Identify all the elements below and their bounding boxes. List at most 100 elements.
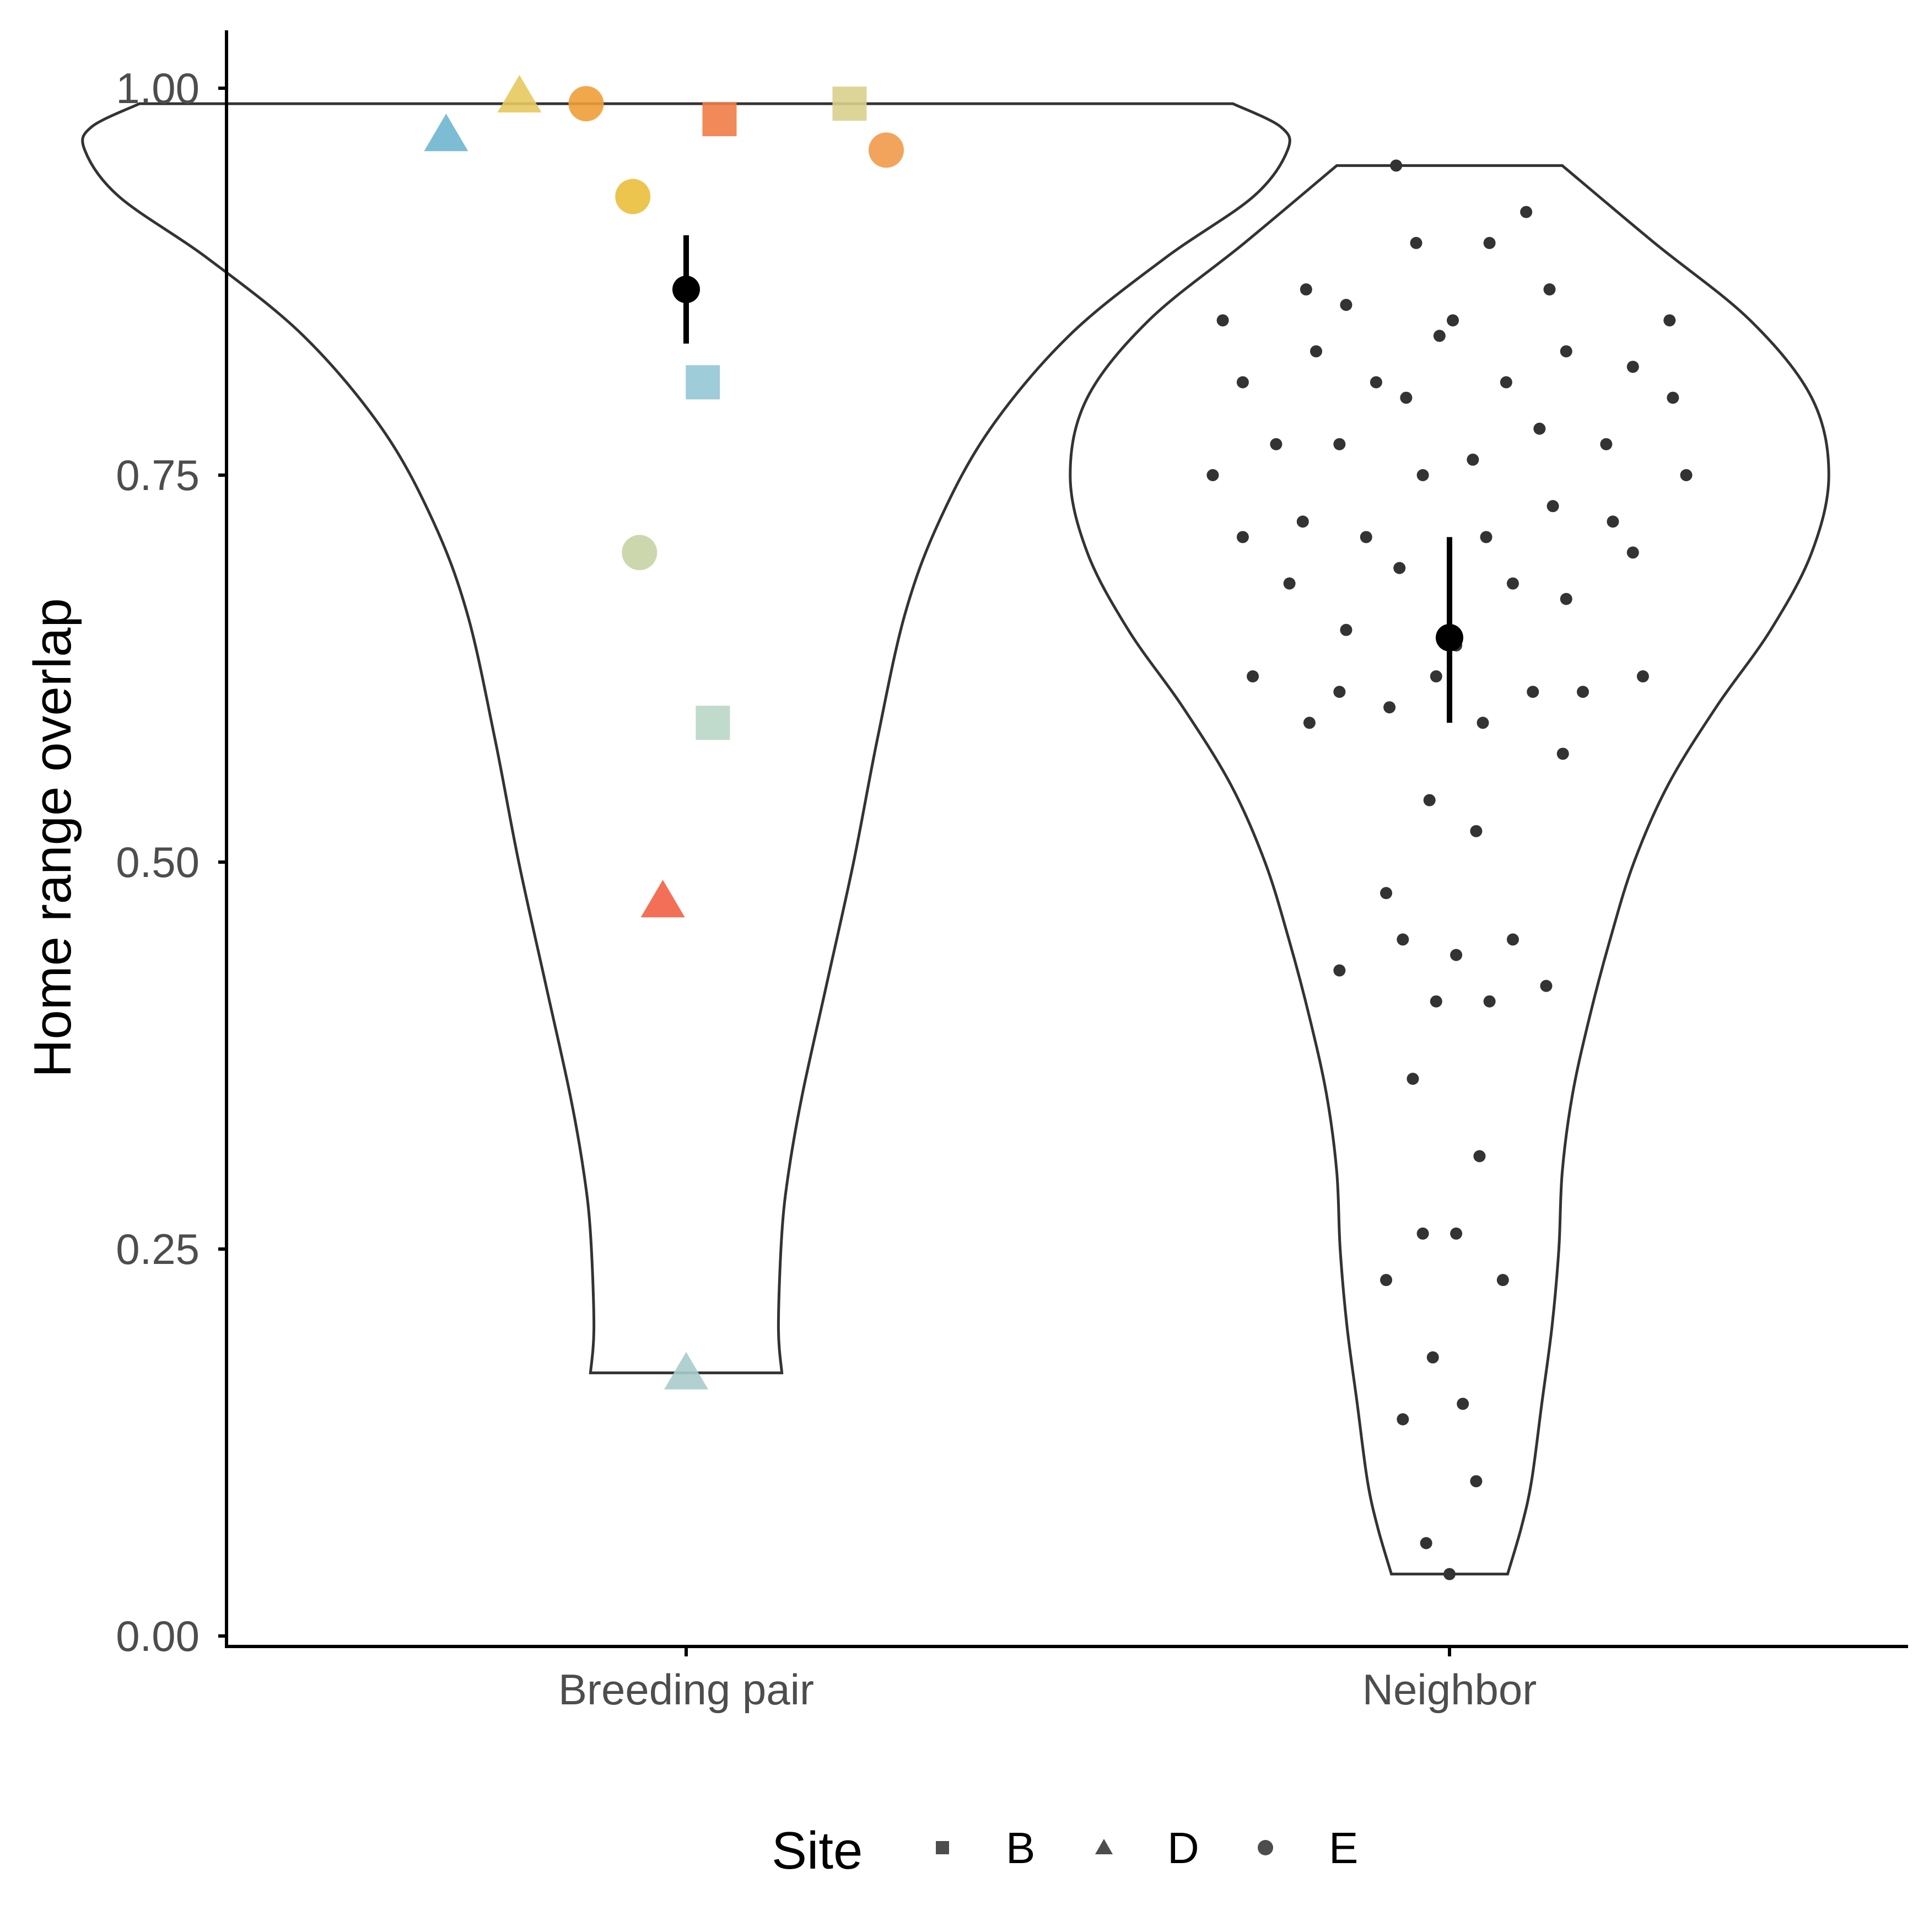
- neighbor-point: [1420, 1537, 1432, 1549]
- neighbor-point: [1407, 1073, 1419, 1085]
- neighbor-point: [1636, 670, 1649, 683]
- neighbor-point: [1457, 1397, 1469, 1410]
- neighbor-point: [1380, 887, 1393, 900]
- neighbor-point: [1236, 376, 1249, 389]
- neighbor-point: [1577, 686, 1589, 698]
- mean-point: [1436, 623, 1463, 652]
- neighbor-point: [1473, 1150, 1486, 1163]
- neighbor-point: [1443, 1568, 1456, 1580]
- neighbor-point: [1480, 531, 1492, 543]
- y-tick-label: 1.00: [116, 64, 200, 112]
- neighbor-point: [1467, 453, 1479, 466]
- neighbor-point: [1393, 562, 1406, 574]
- neighbor-point: [1447, 314, 1459, 327]
- breeding-point-square: [832, 87, 867, 121]
- neighbor-point: [1483, 236, 1496, 249]
- neighbor-point: [1283, 577, 1296, 590]
- neighbor-point: [1540, 980, 1553, 992]
- legend-label: E: [1329, 1823, 1358, 1872]
- breeding-point-square: [686, 365, 720, 400]
- neighbor-point: [1626, 546, 1639, 559]
- neighbor-point: [1426, 1351, 1439, 1364]
- neighbor-point: [1496, 1274, 1509, 1287]
- legend-title: Site: [772, 1821, 863, 1880]
- neighbor-point: [1556, 747, 1569, 760]
- violin-breeding-pair: [81, 102, 1291, 1375]
- neighbor-point: [1547, 500, 1559, 513]
- breeding-point-triangle: [424, 114, 468, 152]
- neighbor-point: [1500, 376, 1512, 389]
- neighbor-point: [1236, 531, 1249, 543]
- neighbor-point: [1310, 345, 1322, 358]
- x-tick-label: Neighbor: [1362, 1665, 1537, 1714]
- neighbor-point: [1450, 949, 1463, 961]
- neighbor-point: [1433, 330, 1446, 342]
- neighbor-point: [1600, 438, 1613, 450]
- neighbor-point: [1626, 360, 1639, 373]
- points-layer: [424, 75, 1693, 1580]
- neighbor-point: [1527, 686, 1539, 698]
- neighbor-point: [1506, 933, 1519, 946]
- breeding-point-triangle: [664, 1352, 708, 1390]
- y-axis-title: Home range overlap: [23, 598, 82, 1078]
- neighbor-point: [1397, 933, 1409, 946]
- neighbor-point: [1247, 670, 1259, 683]
- mean-point: [672, 276, 700, 304]
- neighbor-point: [1667, 391, 1679, 404]
- neighbor-point: [1506, 577, 1519, 590]
- neighbor-point: [1333, 686, 1346, 698]
- neighbor-point: [1390, 159, 1403, 172]
- neighbor-point: [1416, 469, 1429, 481]
- breeding-point-circle: [568, 86, 604, 122]
- neighbor-point: [1663, 314, 1676, 327]
- neighbor-point: [1340, 623, 1353, 636]
- neighbor-point: [1296, 515, 1309, 528]
- neighbor-point: [1423, 794, 1436, 806]
- neighbor-point: [1380, 1274, 1393, 1287]
- y-ticks: 0.00 0.25 0.50 0.75 1.00: [116, 64, 227, 1660]
- y-tick-label: 0.50: [116, 838, 200, 886]
- legend-label: D: [1167, 1823, 1199, 1872]
- breeding-point-circle: [869, 132, 904, 168]
- breeding-point-square: [702, 102, 737, 137]
- y-tick-label: 0.25: [116, 1225, 200, 1273]
- neighbor-point: [1483, 995, 1496, 1008]
- neighbor-point: [1383, 701, 1396, 714]
- legend-key-triangle: [1095, 1839, 1113, 1854]
- neighbor-point: [1543, 283, 1556, 296]
- neighbor-point: [1400, 391, 1413, 404]
- neighbor-point: [1430, 995, 1442, 1008]
- neighbor-point: [1416, 1227, 1429, 1240]
- neighbor-point: [1430, 670, 1442, 683]
- neighbor-point: [1300, 283, 1312, 296]
- breeding-point-triangle: [640, 880, 685, 918]
- neighbor-point: [1470, 1475, 1483, 1488]
- violins-layer: [81, 102, 1830, 1576]
- neighbor-point: [1370, 376, 1382, 389]
- legend-key-square: [936, 1841, 949, 1854]
- neighbor-point: [1216, 314, 1229, 327]
- neighbor-point: [1340, 299, 1353, 311]
- legend-key-circle: [1258, 1840, 1273, 1855]
- neighbor-point: [1560, 593, 1572, 605]
- breeding-point-triangle: [497, 75, 542, 113]
- neighbor-point: [1410, 236, 1422, 249]
- breeding-point-circle: [622, 535, 658, 571]
- neighbor-point: [1333, 438, 1346, 450]
- neighbor-point: [1520, 206, 1533, 218]
- neighbor-point: [1477, 717, 1489, 729]
- neighbor-point: [1560, 345, 1572, 358]
- neighbor-point: [1470, 825, 1483, 837]
- y-tick-label: 0.75: [116, 451, 200, 499]
- neighbor-point: [1450, 1227, 1463, 1240]
- breeding-point-square: [696, 706, 730, 740]
- neighbor-point: [1397, 1413, 1409, 1425]
- neighbor-point: [1533, 422, 1546, 435]
- violin-neighbor: [1069, 164, 1830, 1576]
- x-ticks: Breeding pair Neighbor: [558, 1646, 1537, 1714]
- means-layer: [672, 235, 1463, 723]
- neighbor-point: [1360, 531, 1372, 543]
